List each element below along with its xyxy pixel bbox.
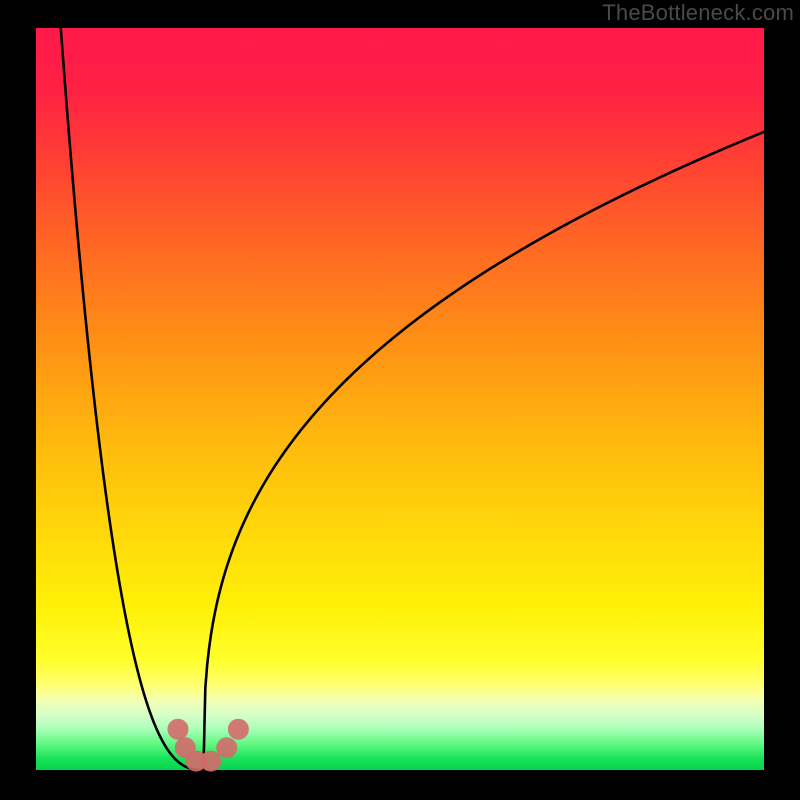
curve-marker <box>228 719 249 740</box>
curve-marker <box>200 751 221 772</box>
chart-stage: TheBottleneck.com <box>0 0 800 800</box>
bottleneck-chart <box>0 0 800 800</box>
curve-marker <box>216 737 237 758</box>
curve-marker <box>167 719 188 740</box>
watermark-label: TheBottleneck.com <box>602 0 794 26</box>
chart-gradient-area <box>36 28 764 770</box>
